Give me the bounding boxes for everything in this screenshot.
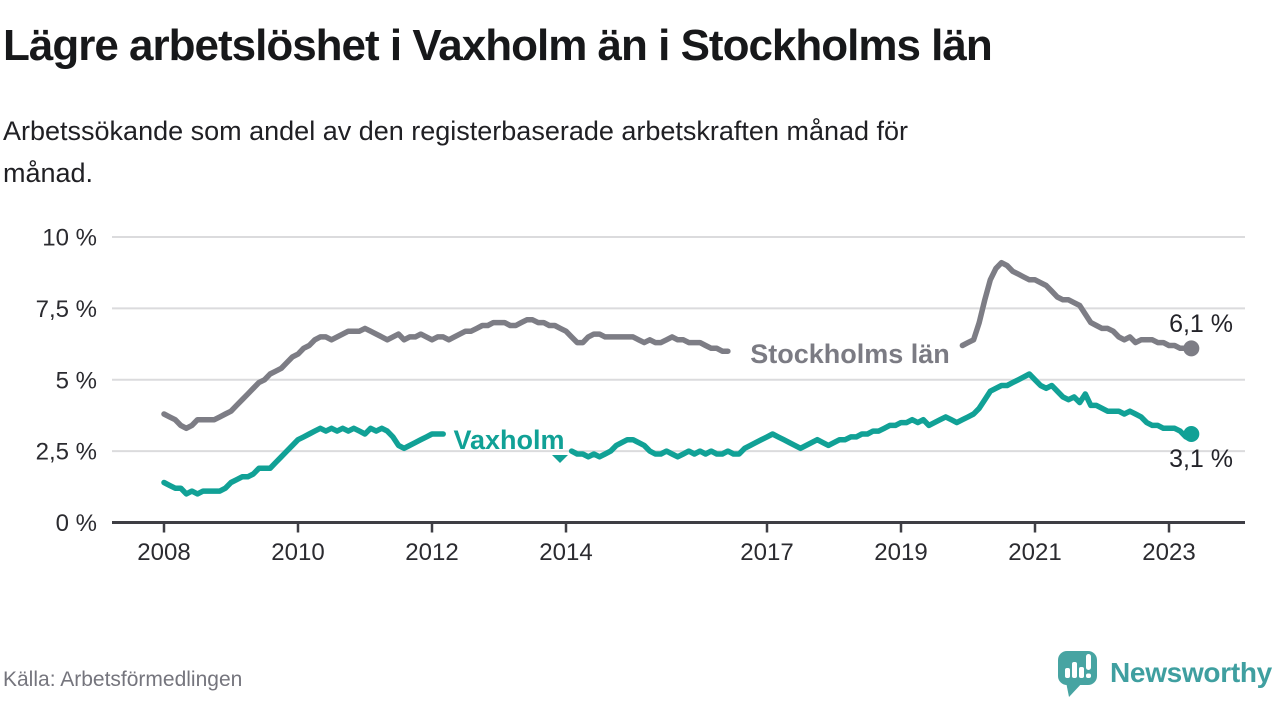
x-axis-label-2008: 2008	[137, 539, 190, 566]
page-title: Lägre arbetslöshet i Vaxholm än i Stockh…	[3, 21, 993, 70]
series-end-value-vaxholm: 3,1 %	[1169, 445, 1233, 473]
series-end-dot-stockholms-l-n	[1183, 340, 1200, 357]
series-line-stockholms-l-n-1	[959, 259, 1195, 352]
series-end-value-stockholms-l-n: 6,1 %	[1169, 310, 1233, 338]
series-line-stockholms-l-n-0	[161, 317, 731, 432]
series-label-vaxholm: Vaxholm	[453, 425, 564, 455]
speech-bubble-shape	[1058, 651, 1097, 685]
brand-name: Newsworthy	[1110, 657, 1272, 688]
y-axis-label-10: 10 %	[42, 225, 97, 252]
y-axis-label-0: 0 %	[56, 510, 97, 537]
newsworthy-brand: Newsworthy	[1056, 648, 1272, 698]
vaxholm-label-caret-icon	[552, 455, 568, 463]
series-line-vaxholm-0	[161, 425, 446, 497]
series-label-stockholms-l-n: Stockholms län	[750, 339, 950, 369]
series-line-vaxholm-1	[568, 371, 1195, 460]
y-axis-label-7.5: 7,5 %	[36, 296, 97, 323]
x-axis-label-2023: 2023	[1142, 539, 1195, 566]
bar-icon-small	[1065, 668, 1070, 678]
series-end-dot-vaxholm	[1183, 425, 1200, 442]
y-axis-label-2.5: 2,5 %	[36, 439, 97, 466]
speech-bubble-tail	[1066, 682, 1083, 697]
bar-icon-medium	[1079, 667, 1084, 678]
newsworthy-logo-icon	[1058, 651, 1097, 697]
subtitle-line-2: månad.	[3, 158, 94, 188]
subtitle-line-1: Arbetssökande som andel av den registerb…	[3, 116, 909, 146]
bar-icon-tall	[1072, 662, 1077, 678]
page-subtitle: Arbetssökande som andel av den registerb…	[3, 110, 908, 194]
y-axis-label-5: 5 %	[56, 367, 97, 394]
exclamation-stem-icon	[1086, 654, 1091, 670]
x-axis-label-2019: 2019	[874, 539, 927, 566]
x-axis-label-2021: 2021	[1008, 539, 1061, 566]
source-note: Källa: Arbetsförmedlingen	[3, 668, 243, 691]
x-axis-label-2014: 2014	[539, 539, 592, 566]
x-axis-label-2012: 2012	[405, 539, 458, 566]
x-axis-label-2017: 2017	[740, 539, 793, 566]
x-axis-label-2010: 2010	[271, 539, 324, 566]
exclamation-dot-icon	[1086, 673, 1091, 678]
